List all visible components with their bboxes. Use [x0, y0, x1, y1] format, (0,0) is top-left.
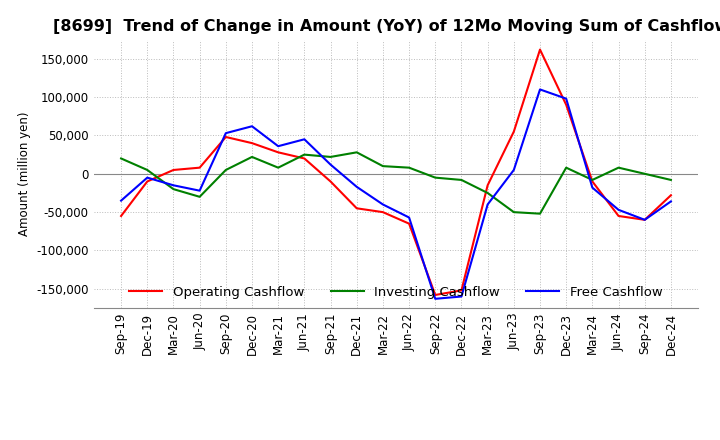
Operating Cashflow: [274, 150, 282, 155]
Free Cashflow: [352, 184, 361, 190]
Legend: Operating Cashflow, Investing Cashflow, Free Cashflow: Operating Cashflow, Investing Cashflow, …: [124, 281, 668, 304]
Operating Cashflow: [483, 183, 492, 188]
Investing Cashflow: [352, 150, 361, 155]
Free Cashflow: [588, 185, 597, 190]
Operating Cashflow: [222, 134, 230, 139]
Operating Cashflow: [588, 179, 597, 184]
Operating Cashflow: [614, 213, 623, 219]
Operating Cashflow: [457, 288, 466, 293]
Operating Cashflow: [536, 47, 544, 52]
Operating Cashflow: [326, 179, 335, 184]
Investing Cashflow: [536, 211, 544, 216]
Investing Cashflow: [169, 187, 178, 192]
Free Cashflow: [536, 87, 544, 92]
Investing Cashflow: [431, 175, 440, 180]
Free Cashflow: [614, 207, 623, 213]
Free Cashflow: [483, 202, 492, 207]
Investing Cashflow: [143, 167, 152, 172]
Free Cashflow: [667, 199, 675, 204]
Line: Operating Cashflow: Operating Cashflow: [121, 50, 671, 295]
Operating Cashflow: [117, 213, 125, 219]
Investing Cashflow: [195, 194, 204, 199]
Investing Cashflow: [117, 156, 125, 161]
Investing Cashflow: [510, 209, 518, 215]
Y-axis label: Amount (million yen): Amount (million yen): [18, 112, 31, 236]
Free Cashflow: [640, 217, 649, 223]
Investing Cashflow: [588, 177, 597, 183]
Operating Cashflow: [510, 129, 518, 134]
Investing Cashflow: [483, 191, 492, 196]
Operating Cashflow: [667, 193, 675, 198]
Investing Cashflow: [457, 177, 466, 183]
Investing Cashflow: [222, 167, 230, 172]
Operating Cashflow: [431, 292, 440, 297]
Free Cashflow: [143, 175, 152, 180]
Line: Free Cashflow: Free Cashflow: [121, 89, 671, 299]
Free Cashflow: [169, 183, 178, 188]
Operating Cashflow: [352, 205, 361, 211]
Operating Cashflow: [169, 167, 178, 172]
Free Cashflow: [274, 143, 282, 149]
Free Cashflow: [562, 96, 570, 101]
Free Cashflow: [510, 167, 518, 172]
Investing Cashflow: [248, 154, 256, 160]
Operating Cashflow: [248, 140, 256, 146]
Free Cashflow: [379, 202, 387, 207]
Investing Cashflow: [614, 165, 623, 170]
Title: [8699]  Trend of Change in Amount (YoY) of 12Mo Moving Sum of Cashflows: [8699] Trend of Change in Amount (YoY) o…: [53, 19, 720, 34]
Free Cashflow: [195, 188, 204, 193]
Investing Cashflow: [326, 154, 335, 160]
Operating Cashflow: [300, 156, 309, 161]
Free Cashflow: [457, 294, 466, 299]
Free Cashflow: [326, 162, 335, 167]
Investing Cashflow: [300, 152, 309, 157]
Free Cashflow: [300, 137, 309, 142]
Investing Cashflow: [274, 165, 282, 170]
Line: Investing Cashflow: Investing Cashflow: [121, 152, 671, 214]
Free Cashflow: [117, 198, 125, 203]
Free Cashflow: [222, 131, 230, 136]
Free Cashflow: [405, 215, 413, 220]
Operating Cashflow: [143, 179, 152, 184]
Investing Cashflow: [379, 164, 387, 169]
Free Cashflow: [248, 124, 256, 129]
Operating Cashflow: [405, 221, 413, 226]
Operating Cashflow: [195, 165, 204, 170]
Free Cashflow: [431, 296, 440, 301]
Operating Cashflow: [640, 217, 649, 223]
Operating Cashflow: [379, 209, 387, 215]
Investing Cashflow: [562, 165, 570, 170]
Operating Cashflow: [562, 102, 570, 107]
Investing Cashflow: [405, 165, 413, 170]
Investing Cashflow: [640, 171, 649, 176]
Investing Cashflow: [667, 177, 675, 183]
